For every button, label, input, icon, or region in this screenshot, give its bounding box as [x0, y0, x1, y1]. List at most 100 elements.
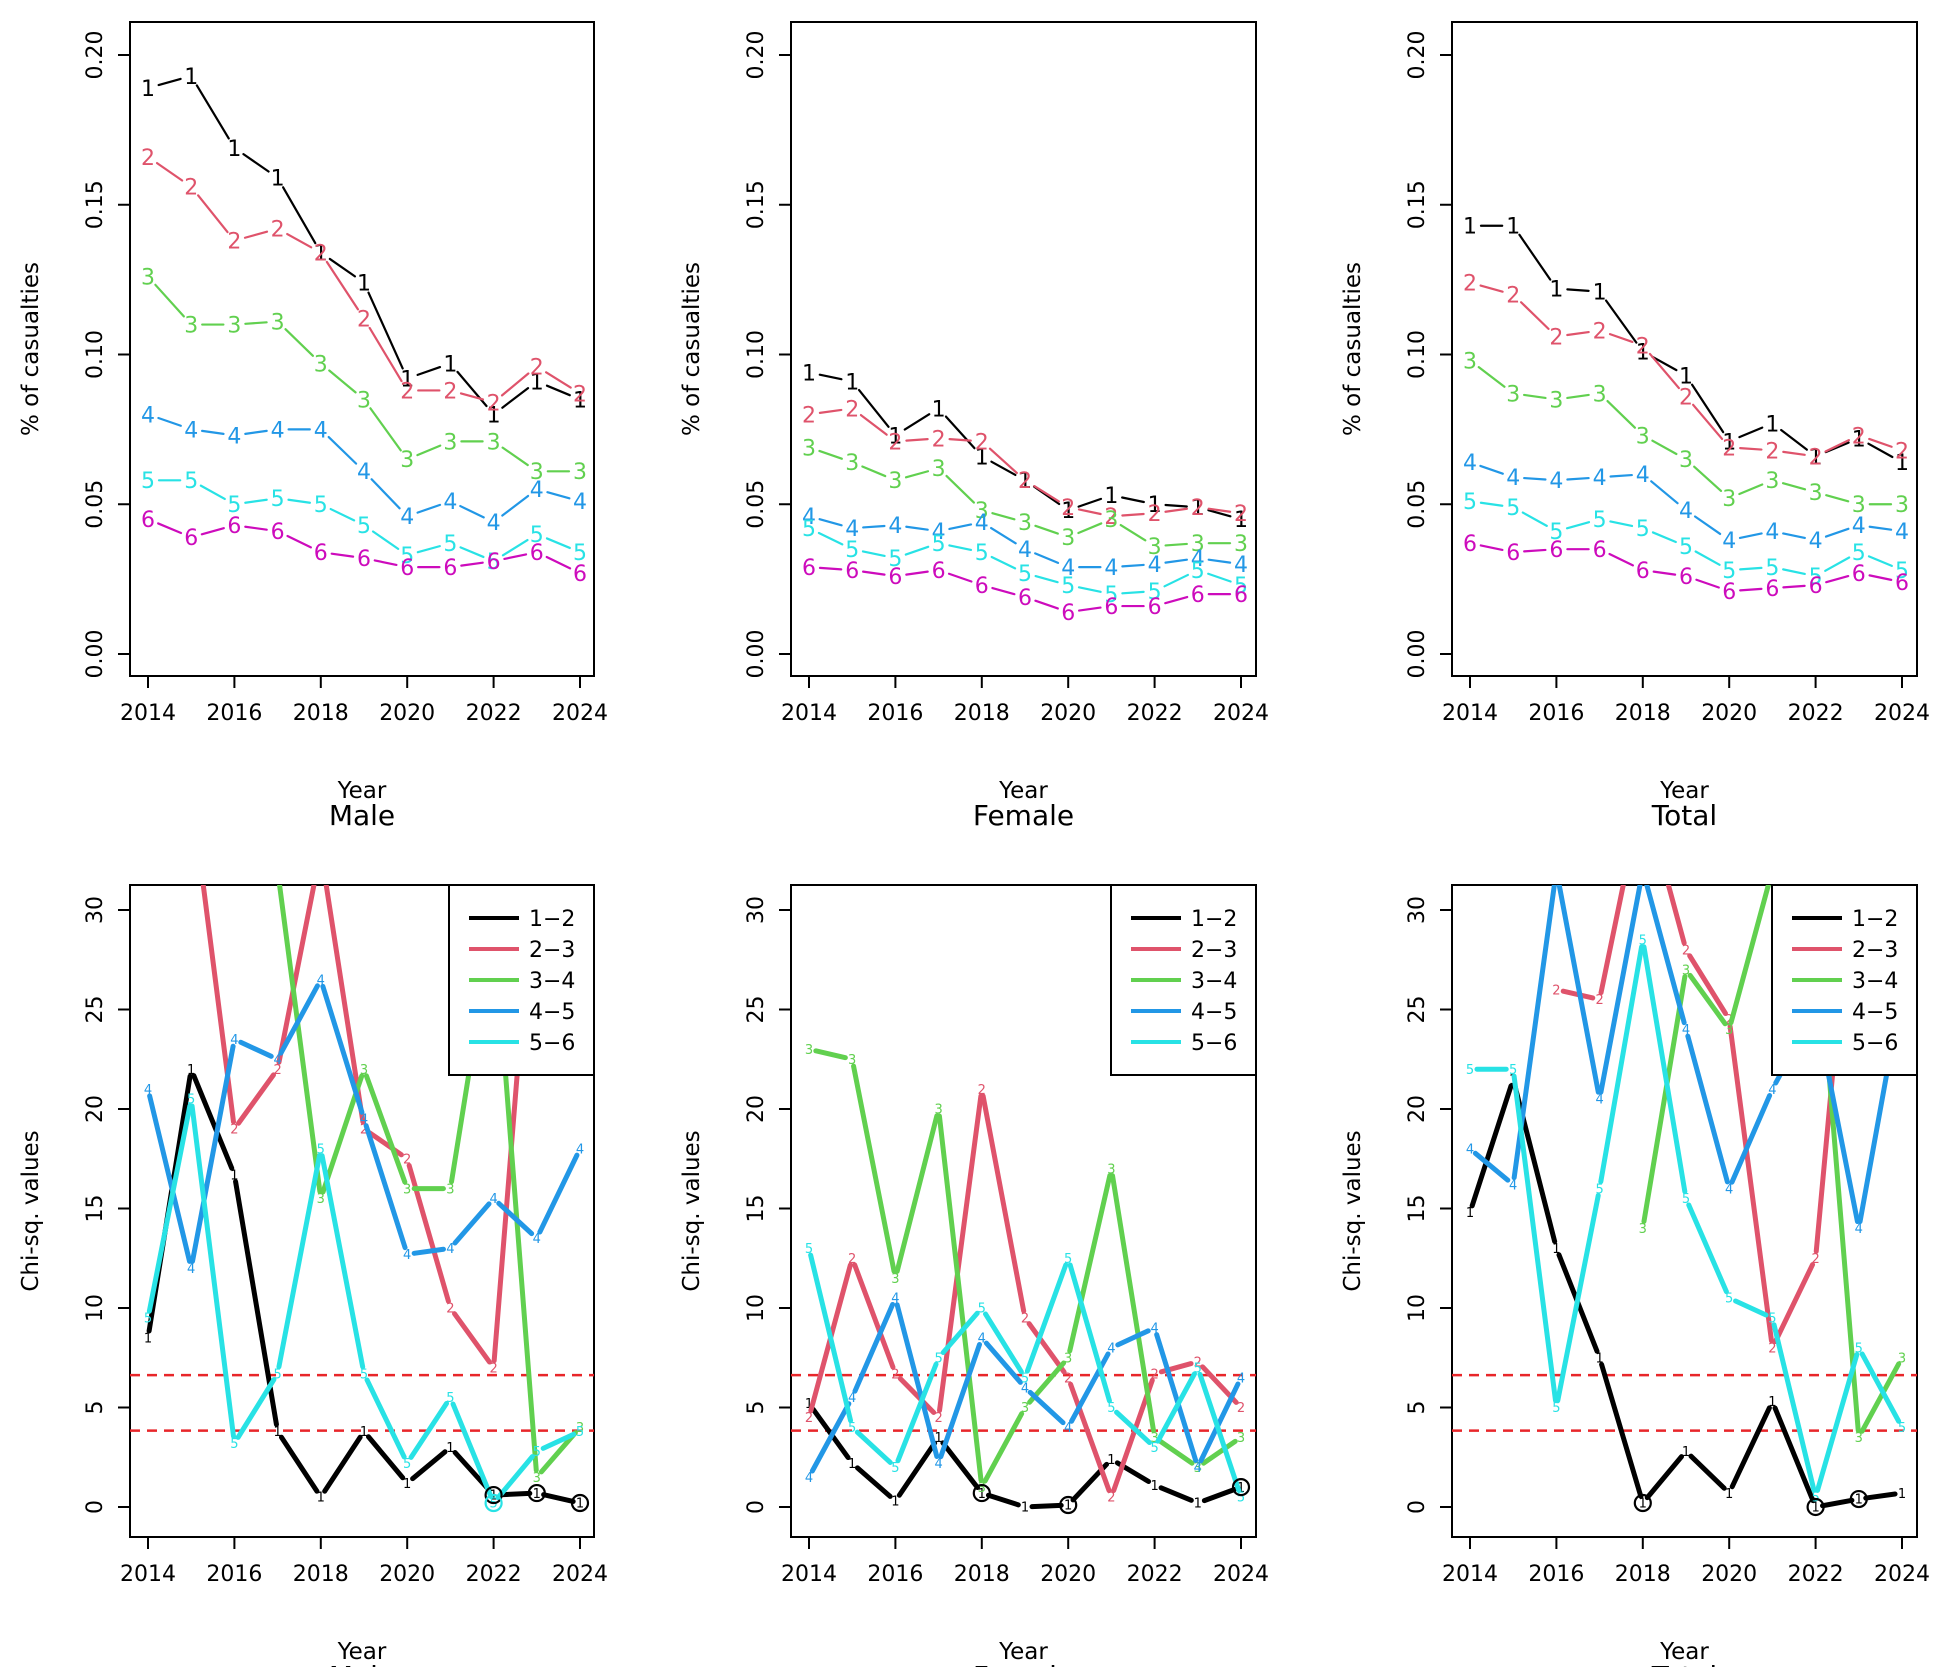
point-label-3: 3 — [1809, 481, 1823, 506]
point-label-4: 4 — [1852, 514, 1866, 539]
series-line-6 — [1782, 584, 1806, 589]
series-line-1 — [456, 370, 488, 408]
x-tick-label: 2016 — [206, 701, 262, 726]
series-line-2 — [1121, 512, 1145, 517]
point-label-1: 1 — [934, 1431, 942, 1446]
point-label-3: 3 — [1018, 511, 1032, 536]
point-label-1: 1 — [227, 137, 241, 162]
point-label-1: 1 — [845, 370, 859, 395]
series-line-3 — [904, 470, 930, 479]
circled-point — [1849, 1489, 1868, 1509]
panel-title: Male — [329, 1660, 395, 1667]
series-line-5 — [1163, 573, 1190, 588]
point-label-5: 5 — [1682, 1192, 1690, 1207]
series-line-6 — [1695, 578, 1720, 589]
series-line-6 — [330, 552, 355, 558]
point-label-2: 2 — [227, 230, 241, 255]
point-label-2: 2 — [1104, 505, 1118, 530]
point-label-4: 4 — [934, 1457, 942, 1472]
point-label-1: 1 — [888, 424, 902, 449]
point-label-1: 1 — [1191, 496, 1205, 521]
legend-entry: 2−3 — [1852, 938, 1898, 963]
point-label-5: 5 — [1595, 1182, 1603, 1197]
series-line-6 — [1164, 595, 1189, 605]
point-label-6: 6 — [271, 520, 285, 545]
series-line-4 — [147, 1093, 193, 1264]
y-tick-label: 10 — [83, 1294, 108, 1322]
point-label-2: 2 — [443, 379, 457, 404]
point-label-2: 2 — [1682, 943, 1690, 958]
series-line-5 — [371, 530, 400, 550]
point-label-3: 3 — [273, 864, 281, 879]
series-line-5 — [1121, 590, 1145, 595]
point-label-3: 3 — [403, 1182, 411, 1197]
point-label-5: 5 — [978, 1302, 986, 1317]
series-line-1 — [1599, 1361, 1644, 1499]
series-line-1 — [1863, 1491, 1898, 1501]
point-label-2: 2 — [1463, 272, 1477, 297]
series-line-2 — [325, 260, 360, 311]
point-label-2: 2 — [573, 382, 587, 407]
point-label-5: 5 — [400, 544, 414, 569]
series-line-3 — [1566, 393, 1590, 400]
point-label-3: 3 — [1506, 382, 1520, 407]
point-label-2: 2 — [1018, 469, 1032, 494]
point-label-5: 5 — [489, 1497, 497, 1512]
x-tick-label: 2018 — [293, 1562, 349, 1587]
series-line-5 — [364, 1377, 407, 1460]
series-line-2 — [286, 232, 313, 249]
series-line-4 — [1598, 885, 1643, 1095]
series-line-6 — [460, 561, 484, 567]
point-label-4: 4 — [360, 1113, 368, 1128]
series-line-5 — [1782, 568, 1806, 575]
series-line-1 — [541, 1492, 576, 1504]
x-axis-title: Year — [998, 1639, 1048, 1665]
series-line-4 — [363, 1123, 408, 1251]
point-label-2: 2 — [1595, 993, 1603, 1008]
series-line-3 — [244, 321, 268, 325]
series-line-1 — [242, 153, 270, 173]
point-label-1: 1 — [400, 367, 414, 392]
point-label-4: 4 — [1021, 1381, 1029, 1396]
point-label-1: 1 — [1593, 281, 1607, 306]
panel-title: Total — [1651, 799, 1717, 832]
point-label-1: 1 — [932, 397, 946, 422]
series-line-1 — [1688, 1453, 1727, 1491]
point-label-4: 4 — [1194, 1461, 1202, 1476]
series-line-4 — [1868, 525, 1893, 531]
series-line-4 — [862, 524, 886, 529]
series-line-1 — [1518, 233, 1552, 281]
point-label-2: 2 — [1895, 439, 1909, 464]
point-label-4: 4 — [230, 1033, 238, 1048]
point-label-4: 4 — [314, 418, 328, 443]
y-tick-label: 5 — [744, 1401, 769, 1415]
series-line-3 — [851, 1063, 897, 1274]
y-tick-label: 25 — [1405, 996, 1430, 1024]
series-line-1 — [1772, 1405, 1816, 1504]
point-label-3: 3 — [357, 388, 371, 413]
point-label-5: 5 — [891, 1461, 899, 1476]
series-line-2 — [905, 438, 929, 442]
series-line-4 — [894, 1302, 940, 1459]
point-label-2: 2 — [934, 1411, 942, 1426]
series-line-4 — [1824, 527, 1850, 538]
series-line-1 — [281, 186, 317, 245]
point-label-2: 2 — [1722, 436, 1736, 461]
series-line-4 — [200, 429, 225, 435]
point-label-5: 5 — [573, 541, 587, 566]
circled-point — [1806, 1497, 1825, 1517]
series-line-1 — [157, 77, 182, 87]
point-label-3: 3 — [932, 457, 946, 482]
point-label-5: 5 — [1898, 1421, 1906, 1436]
point-label-1: 1 — [1768, 1395, 1776, 1410]
point-label-2: 2 — [848, 1252, 856, 1267]
circled-point — [972, 1483, 991, 1503]
series-line-5 — [1511, 1073, 1559, 1404]
series-line-5 — [990, 555, 1017, 570]
point-label-4: 4 — [1061, 556, 1075, 581]
point-label-4: 4 — [1765, 520, 1779, 545]
series-line-3 — [1641, 974, 1688, 1224]
point-label-3: 3 — [805, 1043, 813, 1058]
y-tick-label: 0.10 — [744, 330, 769, 379]
